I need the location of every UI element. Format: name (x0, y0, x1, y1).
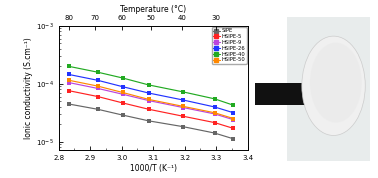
Bar (255, 83, 315, 105)
X-axis label: 1000/T (K⁻¹): 1000/T (K⁻¹) (130, 164, 177, 173)
Bar (287, 17, 370, 161)
Y-axis label: Ionic conductivity (S.cm⁻¹): Ionic conductivity (S.cm⁻¹) (24, 37, 33, 139)
Ellipse shape (310, 43, 362, 123)
Ellipse shape (302, 36, 365, 135)
Legend: SIPE, HSIPE-5, HSIPE-9, HSIPE-26, HSIPE-40, HSIPE-50: SIPE, HSIPE-5, HSIPE-9, HSIPE-26, HSIPE-… (212, 27, 246, 64)
X-axis label: Temperature (°C): Temperature (°C) (120, 5, 186, 14)
